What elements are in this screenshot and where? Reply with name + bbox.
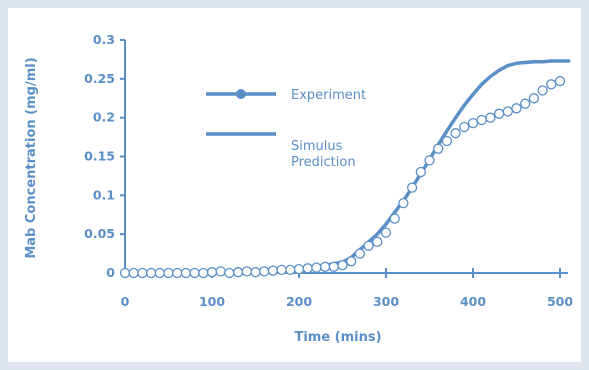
legend-prediction-label: Simulus Prediction [291, 139, 356, 170]
experiment-point [145, 267, 157, 279]
experiment-point [302, 263, 313, 274]
chart-panel: 0 0.05 0.1 0.15 0.2 0.25 0.3 0 100 200 300 400 500 E… [8, 8, 581, 362]
experiment-point [189, 267, 200, 279]
experiment-point [128, 267, 139, 279]
experiment-point [119, 267, 131, 279]
experiment-point [241, 266, 252, 277]
axes: 0 0.05 0.1 0.15 0.2 0.25 0.3 0 100 200 300 400 500 [84, 32, 573, 309]
experiment-point [293, 263, 305, 275]
experiment-point [346, 256, 357, 267]
experiment-point [172, 267, 183, 279]
experiment-point [406, 182, 418, 193]
y-tick-label: 0.2 [93, 110, 115, 125]
experiment-point [520, 98, 531, 109]
experiment-point [137, 267, 148, 279]
experiment-point [354, 248, 366, 259]
legend-experiment-label: Experiment [291, 88, 366, 103]
experiment-point [180, 267, 192, 279]
experiment-point [389, 213, 400, 224]
experiment-point [433, 143, 444, 154]
experiment-point [276, 264, 287, 276]
experiment-point [319, 261, 331, 272]
experiment-point [398, 197, 409, 209]
experiment-point [546, 79, 557, 90]
experiment-point [493, 108, 505, 119]
experiment-point [250, 267, 261, 278]
experiment-point [415, 166, 426, 178]
y-axis-title: Mab Concentration (mg/ml) [24, 57, 39, 258]
legend: Experiment Simulus Prediction [206, 88, 366, 170]
experiment-point [528, 93, 540, 104]
y-tick-label: 0.25 [84, 71, 115, 86]
experiment-point [224, 267, 235, 279]
y-tick-label: 0.3 [93, 32, 115, 47]
x-tick-label: 100 [199, 294, 225, 309]
experiment-point [259, 266, 270, 277]
x-tick-label: 400 [460, 294, 486, 309]
x-tick-label: 500 [547, 294, 573, 309]
experiment-point [163, 267, 174, 279]
experiment-point [485, 112, 496, 123]
experiment-point [511, 103, 522, 114]
legend-prediction-label-line: Simulus [291, 139, 343, 154]
experiment-point [206, 267, 218, 278]
experiment-point [450, 128, 461, 139]
experiment-point [154, 267, 165, 279]
experiment-point [215, 266, 226, 277]
x-tick-label: 0 [121, 294, 130, 309]
experiment-point [459, 121, 470, 133]
experiment-point [337, 260, 348, 271]
experiment-point [380, 227, 392, 238]
experiment-point [554, 76, 566, 87]
experiment-point [285, 264, 296, 276]
chart-svg: 0 0.05 0.1 0.15 0.2 0.25 0.3 0 100 200 300 400 500 E… [24, 32, 573, 345]
experiment-point [232, 267, 244, 278]
experiment-point [267, 265, 279, 276]
x-axis-title: Time (mins) [294, 330, 381, 345]
experiment-point [424, 155, 435, 166]
experiment-point [476, 114, 487, 126]
y-tick-label: 0.15 [84, 149, 115, 164]
experiment-point [198, 267, 209, 279]
legend-experiment-marker [236, 89, 246, 99]
x-tick-label: 300 [373, 294, 399, 309]
y-tick-label: 0.1 [93, 187, 115, 202]
experiment-point [467, 117, 479, 129]
y-tick-label: 0 [106, 265, 115, 280]
legend-prediction-label-line: Prediction [291, 155, 356, 170]
experiment-point [311, 262, 322, 273]
y-tick-label: 0.05 [84, 226, 115, 241]
experiment-point [441, 135, 453, 147]
x-tick-label: 200 [286, 294, 312, 309]
experiment-point [537, 85, 548, 96]
experiment-series [119, 76, 566, 279]
experiment-point [372, 236, 383, 248]
experiment-point [328, 261, 339, 272]
experiment-point [363, 240, 374, 251]
experiment-point [502, 106, 513, 117]
